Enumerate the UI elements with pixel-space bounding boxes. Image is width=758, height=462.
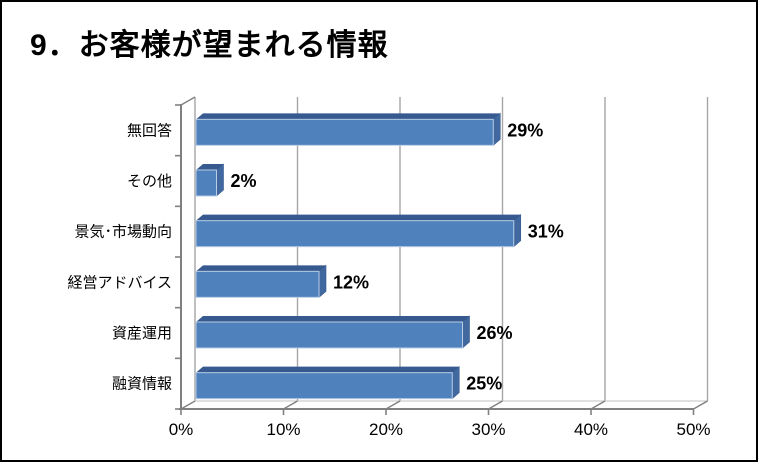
bar — [195, 118, 494, 146]
bar — [195, 270, 320, 298]
bar-top-face — [196, 316, 470, 322]
bar — [195, 321, 463, 349]
floor-connector — [693, 400, 708, 410]
floor-connector — [590, 400, 606, 410]
value-label: 12% — [333, 272, 369, 292]
category-label: 経営アドバイス — [67, 274, 172, 291]
x-tick-label: 30% — [471, 420, 505, 439]
bar-top-face — [196, 113, 501, 120]
floor-connector — [283, 400, 298, 410]
wall-top-connector — [180, 96, 196, 106]
x-tick-label: 10% — [266, 420, 300, 439]
value-label: 29% — [507, 120, 543, 140]
bar-top-face — [196, 164, 224, 170]
x-tick-label: 40% — [574, 420, 608, 439]
bar-top-face — [196, 265, 326, 272]
category-label: その他 — [127, 173, 172, 190]
bar-top-face — [196, 214, 521, 221]
chart-title: 9．お客様が望まれる情報 — [30, 29, 389, 62]
x-tick-label: 20% — [369, 420, 403, 439]
bar-top-face — [196, 366, 460, 373]
value-label: 2% — [231, 171, 257, 191]
bar — [195, 372, 453, 400]
category-label: 無回答 — [127, 122, 172, 139]
category-label: 景気･市場動向 — [74, 224, 172, 241]
x-tick-label: 50% — [676, 420, 710, 439]
value-label: 25% — [466, 374, 502, 394]
floor-connector — [180, 400, 196, 410]
value-label: 26% — [477, 323, 513, 343]
bar — [195, 169, 217, 197]
floor-connector — [385, 400, 401, 410]
bar — [195, 220, 515, 248]
x-tick-label: 0% — [169, 420, 194, 439]
category-label: 資産運用 — [112, 325, 172, 342]
floor-connector — [488, 400, 503, 410]
value-label: 31% — [528, 222, 564, 242]
category-label: 融資情報 — [112, 376, 172, 393]
